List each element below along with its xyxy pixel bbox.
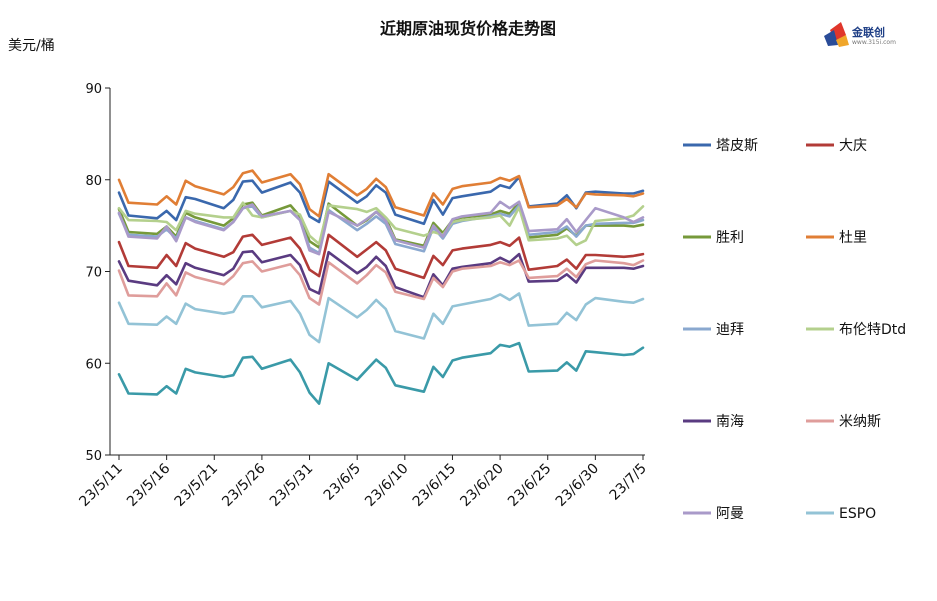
legend-label: 大庆	[839, 138, 867, 154]
series-line-5	[117, 201, 645, 247]
y-tick-label: 80	[85, 174, 102, 189]
series-line-9	[117, 292, 645, 344]
axes: 506070809023/5/1123/5/1623/5/2123/5/2623…	[76, 82, 649, 510]
x-tick-label: 23/6/20	[457, 461, 506, 510]
series-line-10	[117, 341, 645, 405]
series-group	[117, 169, 645, 405]
legend-label: 胜利	[716, 230, 744, 246]
x-tick-label: 23/6/30	[553, 461, 602, 510]
series-line-7	[117, 259, 645, 306]
series-line-0	[117, 175, 645, 226]
x-tick-label: 23/6/10	[362, 461, 411, 510]
legend-label: 布伦特Dtd	[839, 322, 906, 338]
y-tick-label: 90	[85, 82, 102, 97]
series-line-8	[117, 200, 645, 256]
x-tick-label: 23/5/26	[219, 460, 269, 510]
series-line-2	[117, 201, 645, 249]
legend-label: 阿曼	[716, 506, 744, 522]
y-tick-label: 60	[85, 357, 102, 372]
x-tick-label: 23/5/11	[76, 461, 125, 510]
legend-label: 南海	[716, 414, 744, 430]
y-tick-label: 50	[85, 449, 102, 464]
x-tick-label: 23/7/5	[607, 461, 650, 504]
legend-label: 迪拜	[716, 322, 744, 338]
x-tick-label: 23/5/16	[124, 460, 174, 510]
series-line-3	[117, 169, 645, 218]
logo: 金联创 www.315i.com	[824, 22, 896, 47]
legend-label: 塔皮斯	[716, 138, 758, 154]
chart-title: 近期原油现货价格走势图	[380, 19, 556, 38]
legend-label: 杜里	[839, 230, 867, 246]
x-tick-label: 23/5/31	[267, 461, 316, 510]
y-axis-unit: 美元/桶	[8, 38, 55, 54]
logo-mark-icon	[824, 22, 849, 47]
logo-text: 金联创	[851, 25, 885, 39]
series-line-6	[117, 250, 645, 299]
x-tick-label: 23/5/21	[172, 461, 221, 510]
x-tick-label: 23/6/15	[410, 461, 459, 510]
x-tick-label: 23/6/25	[505, 461, 554, 510]
x-tick-label: 23/6/5	[321, 461, 364, 504]
y-tick-label: 70	[85, 266, 102, 281]
legend-label: ESPO	[839, 506, 876, 522]
series-line-1	[117, 233, 645, 280]
logo-subtext: www.315i.com	[852, 39, 896, 46]
legend-label: 米纳斯	[839, 414, 881, 430]
